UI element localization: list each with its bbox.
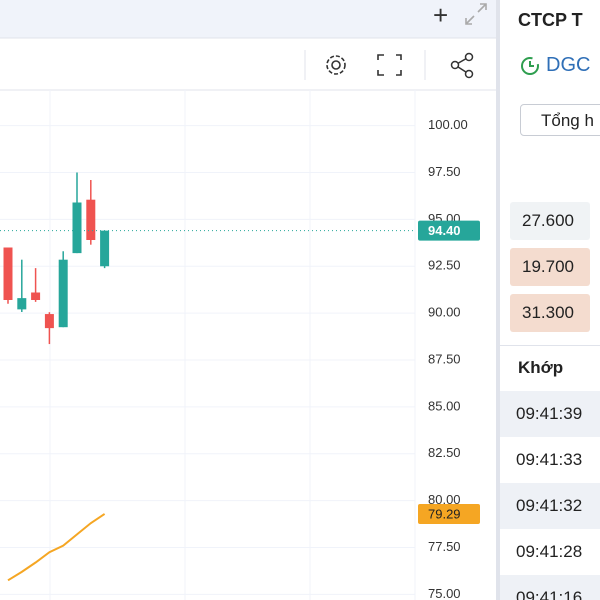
last-price-label: 94.40 <box>428 223 461 238</box>
y-tick-label: 82.50 <box>428 445 461 460</box>
price-cell: 27.600 <box>510 202 590 240</box>
candle-body <box>17 298 27 310</box>
y-tick-label: 87.50 <box>428 351 461 366</box>
tab-button[interactable]: Tổng h <box>520 104 600 136</box>
settings-button[interactable] <box>326 55 346 75</box>
side-panel: CTCP T DGC Tổng h 27.600 19.700 31.300 Khớ… <box>500 0 600 600</box>
y-tick-label: 92.50 <box>428 258 461 273</box>
expand-button[interactable] <box>465 3 487 25</box>
splitter[interactable] <box>496 0 500 600</box>
candle-body <box>86 199 96 240</box>
candle-body <box>44 314 54 329</box>
share-button[interactable] <box>450 52 474 79</box>
price-cell: 31.300 <box>510 294 590 332</box>
y-tick-label: 85.00 <box>428 398 461 413</box>
price-cell: 19.700 <box>510 248 590 286</box>
company-title: CTCP T <box>518 10 583 30</box>
candle-body <box>72 202 82 254</box>
chart: + 100.0097.5095.0092.5090.0087.5085.0082… <box>0 0 497 600</box>
clock-icon <box>521 57 539 75</box>
section-title: Khớp <box>518 358 564 377</box>
candle-body <box>3 247 13 300</box>
top-bar <box>0 0 497 38</box>
y-tick-label: 100.00 <box>428 117 468 132</box>
time-row: 09:41:28 <box>500 529 600 575</box>
ma-label: 79.29 <box>428 506 461 521</box>
y-tick-label: 97.50 <box>428 164 461 179</box>
ticker[interactable]: DGC <box>546 54 591 76</box>
ma-line <box>7 513 106 582</box>
last-price-badge <box>418 220 480 241</box>
y-tick-label: 77.50 <box>428 539 461 554</box>
candle-body <box>100 230 110 267</box>
time-row: 09:41:32 <box>500 483 600 529</box>
y-tick-label: 75.00 <box>428 586 461 600</box>
candle-body <box>31 292 41 300</box>
y-tick-label: 80.00 <box>428 492 461 507</box>
ma-badge <box>418 503 480 524</box>
time-row: 09:41:16 <box>500 575 600 600</box>
add-button[interactable]: + <box>433 0 448 30</box>
time-row: 09:41:39 <box>500 391 600 437</box>
candle-body <box>58 259 68 328</box>
y-tick-label: 90.00 <box>428 305 461 320</box>
time-row: 09:41:33 <box>500 437 600 483</box>
fullscreen-button[interactable] <box>377 54 402 76</box>
